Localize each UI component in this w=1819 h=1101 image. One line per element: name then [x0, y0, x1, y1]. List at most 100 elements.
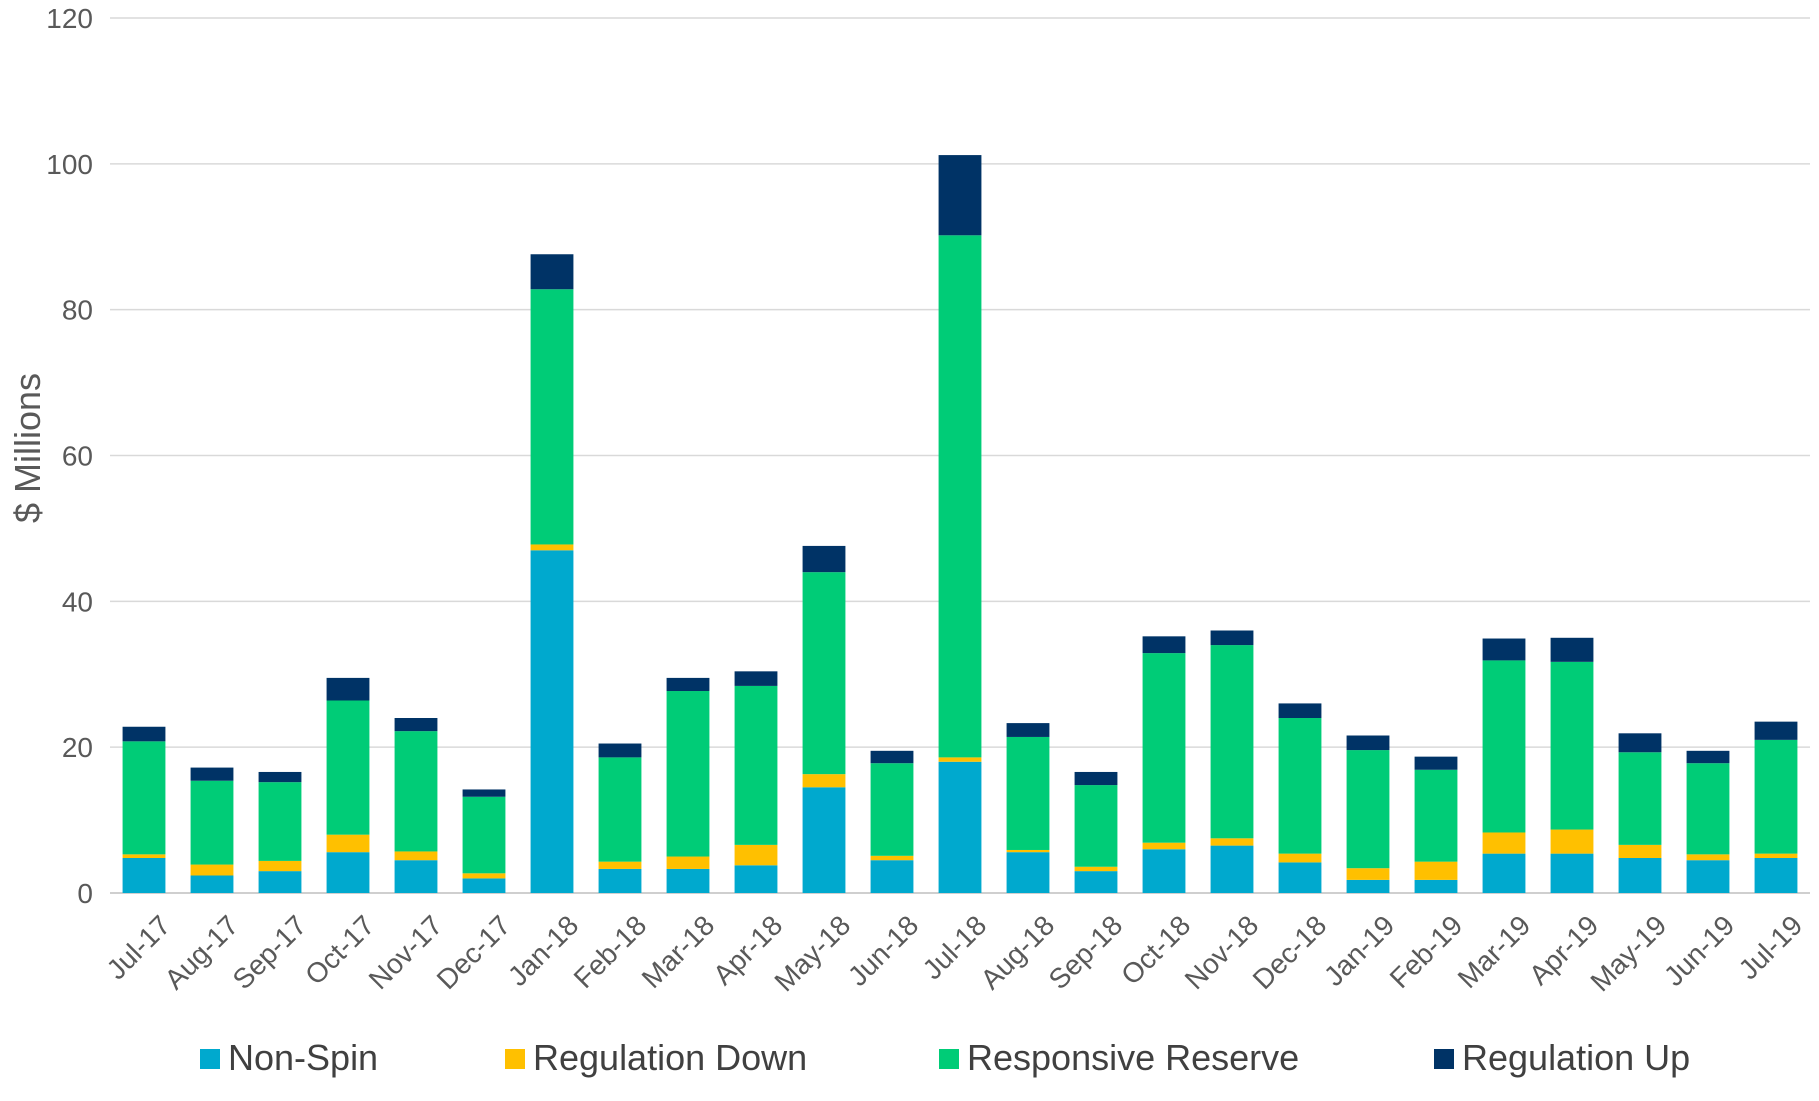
x-tick-label: Jun-18 [842, 909, 924, 991]
bar-segment [122, 854, 166, 858]
y-tick-label: 100 [46, 149, 93, 180]
bar-segment [1278, 718, 1322, 854]
bar-segment [666, 856, 710, 869]
bar-segment [1414, 861, 1458, 880]
bar-segment [666, 677, 710, 692]
bar-segment [1754, 853, 1798, 858]
bar-segment [1074, 866, 1118, 872]
x-tick-label: Sep-18 [1043, 909, 1129, 995]
legend-label: Regulation Down [533, 1037, 807, 1078]
x-tick-label: Sep-17 [227, 909, 313, 995]
bar-segment [938, 155, 982, 236]
x-tick-label: May-19 [1584, 909, 1672, 997]
bar-segment [1346, 750, 1390, 869]
legend-swatch [200, 1049, 220, 1069]
bar-segment [1482, 832, 1526, 854]
bar-segment [1754, 739, 1798, 854]
bar-segment [1686, 763, 1730, 855]
bar-segment [1006, 736, 1050, 850]
bar-segment [938, 235, 982, 758]
bar-segment [938, 761, 982, 893]
bar-segment [258, 871, 302, 893]
bar-segment [1754, 721, 1798, 740]
bar-segment [462, 789, 506, 797]
x-tick-label: Jan-19 [1318, 909, 1400, 991]
bar-segment [1618, 752, 1662, 845]
bar-segment [1006, 849, 1050, 853]
y-axis-title: $ Millions [7, 373, 48, 523]
bar-segment [1142, 636, 1186, 654]
bar-segment [666, 691, 710, 857]
bar-segment [734, 671, 778, 686]
x-tick-label: Jan-18 [502, 909, 584, 991]
bar-segment [326, 700, 370, 835]
bar-segment [1074, 771, 1118, 786]
bar-segment [1482, 660, 1526, 833]
bars [122, 155, 1798, 893]
bar-segment [1686, 854, 1730, 861]
bar-segment [802, 774, 846, 788]
bar-segment [530, 544, 574, 551]
bar-segment [1414, 879, 1458, 893]
bar-segment [394, 851, 438, 861]
bar-segment [258, 771, 302, 783]
x-tick-label: Jul-19 [1733, 909, 1809, 985]
y-tick-label: 60 [62, 441, 93, 472]
bar-segment [1482, 638, 1526, 661]
bar-segment [870, 750, 914, 764]
bar-segment [122, 726, 166, 742]
bar-segment [1414, 769, 1458, 862]
y-tick-label: 0 [77, 878, 93, 909]
bar-segment [326, 852, 370, 893]
bar-segment [1210, 845, 1254, 893]
bar-segment [394, 718, 438, 732]
bar-segment [190, 864, 234, 876]
y-tick-label: 120 [46, 3, 93, 34]
bar-segment [1142, 842, 1186, 850]
bar-segment [1142, 653, 1186, 843]
bar-segment [394, 860, 438, 893]
bar-segment [258, 860, 302, 872]
bar-segment [190, 780, 234, 865]
bar-segment [530, 289, 574, 545]
bar-segment [598, 743, 642, 758]
bar-segment [1550, 853, 1594, 893]
bar-segment [258, 782, 302, 861]
x-tick-label: Mar-19 [1452, 909, 1537, 994]
y-tick-label: 20 [62, 732, 93, 763]
bar-segment [1686, 750, 1730, 764]
bar-segment [1006, 723, 1050, 737]
bar-segment [1686, 860, 1730, 893]
bar-segment [1550, 661, 1594, 830]
bar-segment [802, 787, 846, 893]
bar-segment [598, 861, 642, 869]
bar-segment [802, 572, 846, 775]
bar-segment [326, 677, 370, 701]
bar-segment [938, 757, 982, 762]
bar-segment [1618, 733, 1662, 753]
bar-segment [1754, 858, 1798, 893]
legend-swatch [939, 1049, 959, 1069]
bar-segment [598, 757, 642, 862]
bar-segment [870, 763, 914, 856]
bar-segment [1074, 785, 1118, 867]
bar-segment [462, 796, 506, 874]
legend-label: Non-Spin [228, 1037, 378, 1078]
bar-segment [1278, 703, 1322, 718]
bar-segment [870, 860, 914, 893]
legend: Non-Spin Regulation Down Responsive Reserv… [200, 1037, 1690, 1078]
bar-segment [1482, 853, 1526, 893]
bar-segment [870, 855, 914, 861]
bar-segment [1346, 735, 1390, 751]
bar-segment [190, 875, 234, 893]
bar-segment [326, 834, 370, 853]
bar-segment [1278, 862, 1322, 893]
bar-segment [530, 550, 574, 893]
x-tick-label: Jun-19 [1658, 909, 1740, 991]
bar-segment [734, 865, 778, 893]
x-tick-label: May-18 [768, 909, 856, 997]
bar-segment [1550, 829, 1594, 854]
bar-segment [122, 858, 166, 893]
x-tick-label: Aug-18 [975, 909, 1061, 995]
